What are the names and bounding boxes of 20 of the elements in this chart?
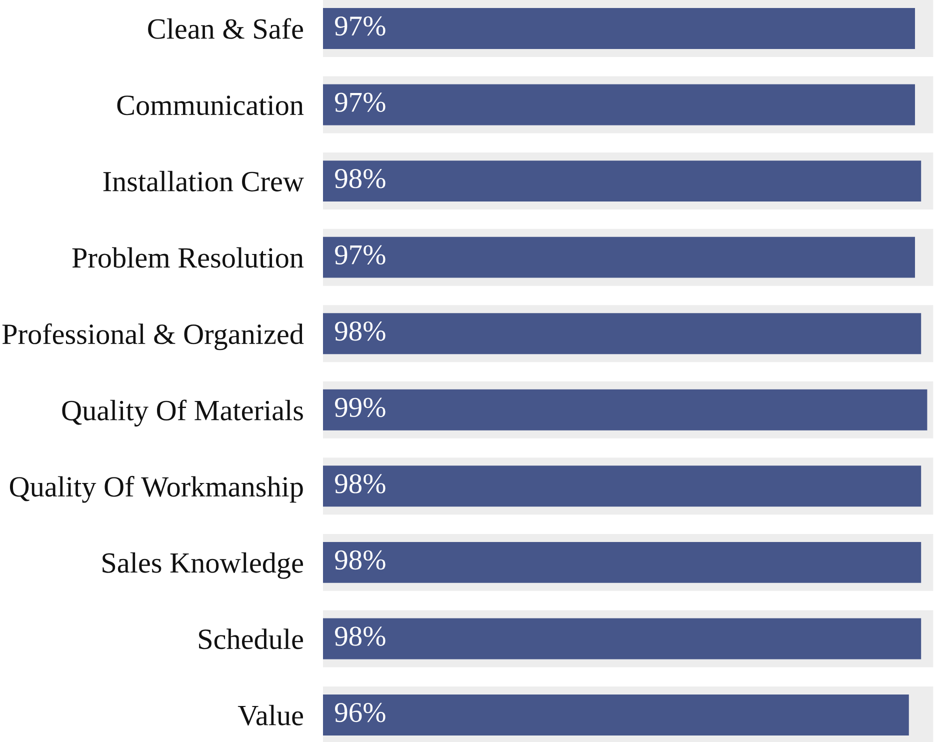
y-tick-label: Problem Resolution [72,247,304,268]
y-tick-label: Quality Of Materials [62,400,303,426]
data-label: 98% [335,626,386,646]
data-label: 97% [335,245,386,265]
data-label: 97% [335,92,386,112]
y-tick-label: Schedule [199,628,303,650]
y-tick-label: Quality Of Workmanship [10,476,303,503]
data-label: 98% [335,550,386,570]
y-tick-label: Professional & Organized [2,323,304,350]
data-label: 99% [335,398,386,418]
data-label: 97% [335,16,386,36]
y-tick-label: Clean & Safe [148,18,303,39]
y-tick-label: Installation Crew [103,170,304,192]
y-tick-label: Communication [117,96,304,116]
data-label: 98% [335,474,386,494]
data-label: 96% [335,702,386,722]
data-label: 98% [335,322,386,341]
y-tick-label: Value [238,704,303,726]
data-label: 98% [335,168,386,188]
y-tick-label: Sales Knowledge [102,552,303,579]
